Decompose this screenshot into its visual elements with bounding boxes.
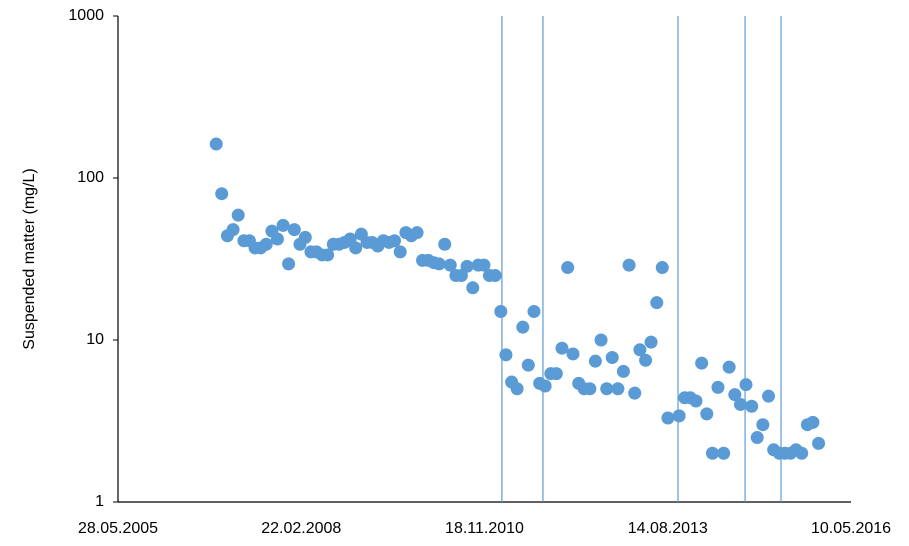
point [555, 341, 569, 355]
x-tick-label: 22.02.2008 [261, 520, 341, 537]
point [488, 269, 502, 283]
point [639, 353, 653, 367]
point [672, 409, 686, 423]
point [477, 258, 491, 272]
point [689, 394, 703, 408]
x-tick-label: 10.05.2016 [811, 520, 891, 537]
y-tick-label: 100 [77, 169, 104, 186]
point [321, 248, 335, 262]
point [616, 364, 630, 378]
point [756, 418, 770, 432]
point [460, 259, 474, 273]
point [722, 360, 736, 374]
x-tick-label: 28.05.2005 [78, 520, 158, 537]
point [270, 232, 284, 246]
point [494, 304, 508, 318]
point [287, 223, 301, 237]
point [711, 380, 725, 394]
point [499, 348, 513, 362]
point [393, 245, 407, 259]
point [661, 411, 675, 425]
point [650, 296, 664, 310]
point [705, 446, 719, 460]
point [695, 356, 709, 370]
point [226, 223, 240, 237]
point [717, 446, 731, 460]
x-tick-label: 18.11.2010 [445, 520, 524, 537]
point [655, 261, 669, 275]
point [516, 320, 530, 334]
point [605, 350, 619, 364]
point [806, 415, 820, 429]
point [745, 399, 759, 413]
point [259, 237, 273, 251]
point [527, 304, 541, 318]
point [728, 388, 742, 402]
point [231, 208, 245, 222]
point [438, 237, 452, 251]
point [466, 281, 480, 295]
point [611, 382, 625, 396]
point [583, 382, 597, 396]
point [566, 347, 580, 361]
point [750, 431, 764, 445]
point [443, 258, 457, 272]
point [734, 397, 748, 411]
point [298, 230, 312, 244]
point [588, 354, 602, 368]
point [521, 358, 535, 372]
point [739, 378, 753, 392]
point [561, 261, 575, 275]
point [644, 335, 658, 349]
point [594, 333, 608, 347]
x-tick-label: 14.08.2013 [628, 520, 708, 537]
point [388, 234, 402, 248]
point [628, 386, 642, 400]
y-tick-label: 10 [86, 331, 104, 348]
point [276, 218, 290, 232]
point [215, 187, 229, 201]
point [795, 446, 809, 460]
y-axis-label: Suspended matter (mg/L) [21, 168, 38, 349]
point [410, 226, 424, 240]
point [538, 379, 552, 393]
point [622, 258, 636, 272]
point [812, 436, 826, 450]
point [762, 389, 776, 403]
point [549, 367, 563, 381]
point [209, 137, 223, 151]
point [700, 407, 714, 421]
point [432, 257, 446, 271]
point [349, 241, 363, 255]
y-tick-label: 1000 [68, 7, 104, 24]
point [600, 382, 614, 396]
point [282, 257, 296, 271]
y-tick-label: 1 [95, 493, 104, 510]
point [633, 343, 647, 357]
point [510, 382, 524, 396]
